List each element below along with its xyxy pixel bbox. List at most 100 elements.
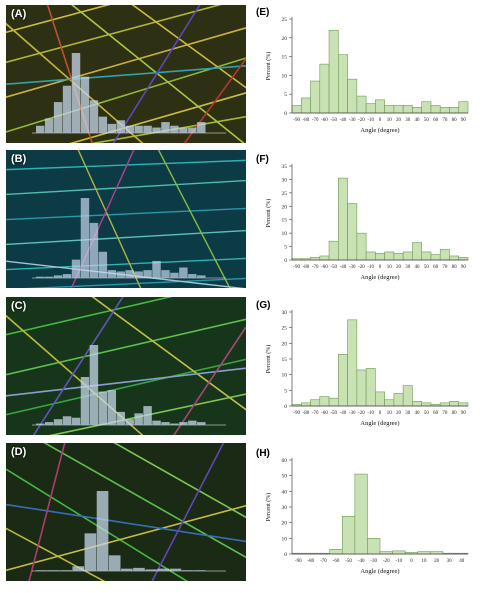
x-tick-label: -10 <box>367 411 374 416</box>
histogram-g-svg: 0 5 10 15 20 25 30 -90 -80 -70 -60 -50 -40 -30 -20 -10 0… <box>265 310 469 427</box>
histogram-g: 0 5 10 15 20 25 30 -90 -80 -70 -60 -50 -40 -30 -20 -10 0… <box>254 298 490 438</box>
x-tick-label: -90 <box>293 411 300 416</box>
y-tick-label: 10 <box>282 373 288 379</box>
panel-label-b: (B) <box>11 153 27 165</box>
overlay-bar <box>53 419 63 425</box>
x-tick-label: -90 <box>295 559 302 564</box>
overlay-bar <box>107 390 117 425</box>
panel-label-a: (A) <box>11 8 27 20</box>
x-tick-label: -20 <box>358 411 365 416</box>
overlay-bar <box>170 272 179 278</box>
panel-label-d: (D) <box>11 446 27 458</box>
x-tick-label: 40 <box>415 118 421 123</box>
overlay-bar <box>143 270 152 278</box>
x-tick-label: -10 <box>367 118 374 123</box>
bar <box>449 107 460 114</box>
overlay-bar <box>152 127 161 133</box>
bar <box>393 105 404 114</box>
overlay-bar <box>170 423 179 425</box>
bar <box>338 54 348 114</box>
overlay-bar <box>44 118 54 133</box>
x-tick-label: -70 <box>320 559 327 564</box>
bar <box>384 251 395 261</box>
x-tick-label: 70 <box>442 411 448 416</box>
bar <box>384 105 395 114</box>
histogram-f: 0 5 10 15 20 25 30 35 -90 -80 -70 -60 -50 -40 -30 -20 -1… <box>254 152 490 292</box>
y-tick-label: 30 <box>282 310 288 316</box>
x-tick-label: 0 <box>379 265 382 270</box>
histogram-e: 0 5 10 15 20 25 -90 -80 -70 -60 -50 -40 -30 -20 -10 0 10… <box>254 5 490 145</box>
x-tick-label: 10 <box>422 559 428 564</box>
bar <box>347 78 358 114</box>
x-tick-label: -30 <box>349 411 356 416</box>
overlay-bar <box>161 270 170 278</box>
bar <box>338 177 348 261</box>
x-axis-label: Angle (degree) <box>360 420 399 427</box>
x-tick-label: 80 <box>452 411 458 416</box>
y-tick-label: 25 <box>282 17 288 23</box>
overlay-bar <box>62 274 72 278</box>
bar <box>310 257 321 261</box>
x-tick-label: 90 <box>461 118 467 123</box>
x-tick-label: -20 <box>358 265 365 270</box>
overlay-bar <box>170 125 179 133</box>
x-tick-label: -90 <box>293 265 300 270</box>
bar <box>402 251 413 261</box>
overlay-bar <box>179 422 188 425</box>
x-tick-label: 50 <box>424 411 430 416</box>
x-tick-label: 30 <box>405 118 411 123</box>
bar <box>338 353 348 407</box>
x-tick-label: -70 <box>312 265 319 270</box>
overlay-bar <box>71 259 81 278</box>
chart-label-h: (H) <box>256 448 270 459</box>
x-tick-label: -20 <box>383 559 390 564</box>
x-axis-label: Angle (degree) <box>360 274 399 281</box>
x-tick-label: 80 <box>452 265 458 270</box>
fiber-image-a-canvas <box>6 5 246 143</box>
overlay-bar <box>53 102 63 133</box>
bar <box>402 105 413 114</box>
overlay-bar <box>116 120 125 133</box>
bar <box>356 369 367 407</box>
overlay-bar <box>89 222 99 278</box>
overlay-bar <box>98 251 108 278</box>
bar <box>412 401 422 407</box>
bar <box>458 402 469 407</box>
x-tick-label: -10 <box>396 559 403 564</box>
x-tick-label: 20 <box>396 411 402 416</box>
bar <box>430 105 441 114</box>
x-tick-label: -30 <box>370 559 377 564</box>
overlay-bar <box>152 420 161 425</box>
bar <box>341 516 356 555</box>
bar <box>430 254 441 261</box>
y-tick-label: 20 <box>282 521 288 527</box>
bar <box>319 63 330 114</box>
y-tick-label: 10 <box>282 536 288 542</box>
x-tick-label: -60 <box>321 118 328 123</box>
bar <box>356 95 367 114</box>
overlay-bar <box>89 345 99 425</box>
x-tick-label: -30 <box>349 118 356 123</box>
overlay-bar <box>179 267 188 278</box>
fiber-image-d: (D) <box>6 443 246 581</box>
x-tick-label: 20 <box>396 118 402 123</box>
x-tick-label: -80 <box>308 559 315 564</box>
overlay-bar <box>116 411 125 425</box>
overlay-bar <box>134 271 143 278</box>
overlay-bar <box>107 270 117 278</box>
overlay-bar <box>197 275 206 278</box>
fiber-image-c-canvas <box>6 297 246 435</box>
y-tick-label: 0 <box>284 552 287 558</box>
fiber-image-b: (B) <box>6 150 246 288</box>
chart-label-f: (F) <box>256 154 269 165</box>
x-axis-label: Angle (degree) <box>360 127 399 134</box>
overlay-bar <box>161 122 170 133</box>
bar <box>367 538 381 555</box>
overlay-bar <box>84 533 97 571</box>
x-tick-label: 10 <box>387 265 393 270</box>
overlay-bar <box>134 413 143 425</box>
x-tick-label: -50 <box>330 265 337 270</box>
overlay-bar <box>125 270 134 278</box>
y-tick-label: 20 <box>282 36 288 42</box>
overlay-bar <box>44 422 54 425</box>
